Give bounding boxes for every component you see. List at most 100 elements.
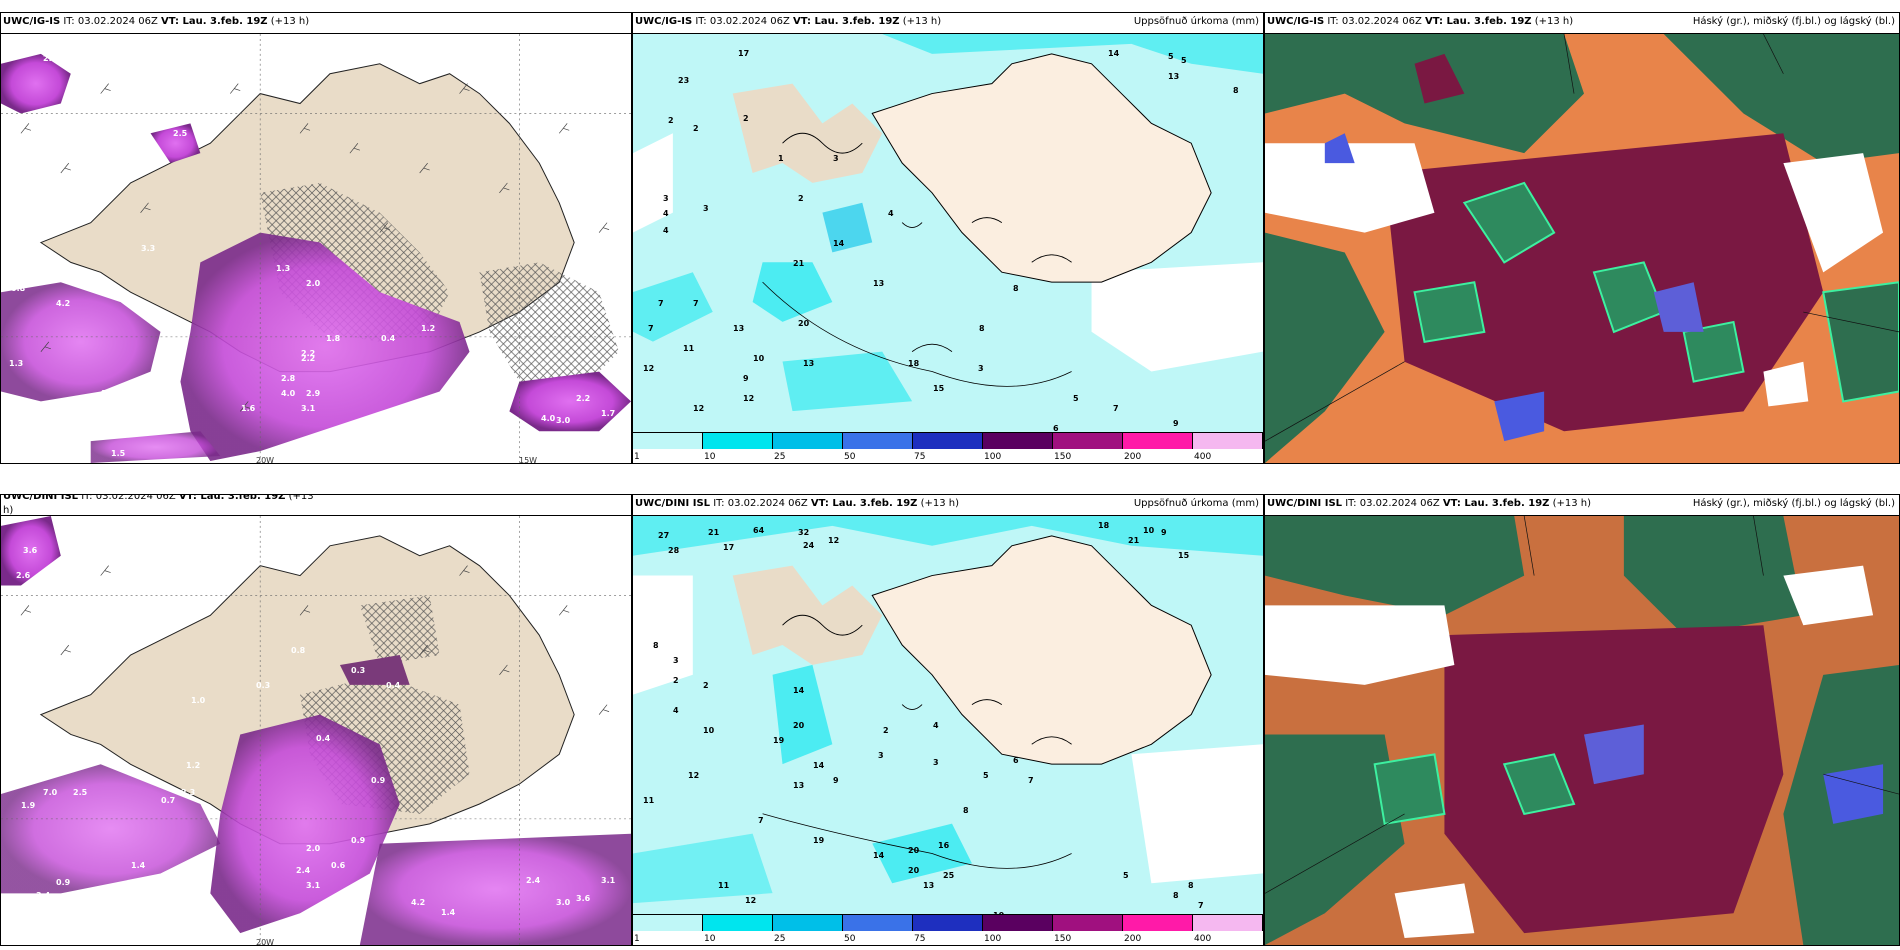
precip-value: 13 <box>793 781 805 790</box>
precip-value: 9 <box>833 776 839 785</box>
precip-value: 1 <box>778 154 784 163</box>
wind-label: 1.4 <box>101 389 116 398</box>
precip-value: 3 <box>933 758 939 767</box>
colorbar-segment: 200 <box>1123 915 1193 944</box>
lon-label: 20W <box>256 456 275 464</box>
precip-value: 20 <box>793 721 805 730</box>
wind-label: 2.6 <box>16 571 31 580</box>
precip-value: 6 <box>1013 756 1019 765</box>
wind-label: 2.2 <box>576 394 591 403</box>
wind-label: 1.4 <box>441 908 456 917</box>
precip-value: 20 <box>798 319 810 328</box>
precip-value: 4 <box>888 209 894 218</box>
panel-title: UWC/IG-IS IT: 03.02.2024 06Z VT: Lau. 3.… <box>635 16 942 27</box>
colorbar-tick: 100 <box>984 452 1002 462</box>
colorbar-tick: 200 <box>1124 452 1142 462</box>
wind-label: 1.9 <box>21 801 36 810</box>
wind-label: 1.0 <box>191 696 206 705</box>
map-area[interactable]: 3.6 2.6 1.9 7.0 2.5 1.2 2.3 0.3 1.0 0.4 … <box>1 515 631 945</box>
colorbar-segment: 200 <box>1123 433 1193 462</box>
precip-wind-map <box>1 516 631 945</box>
panel-title: UWC/IG-IS IT: 03.02.2024 06Z VT: Lau. 3.… <box>3 16 310 27</box>
wind-label: 1.2 <box>186 761 201 770</box>
precip-value: 3 <box>663 194 669 203</box>
wind-label: 2.8 <box>281 374 296 383</box>
precip-value: 8 <box>1013 284 1019 293</box>
precip-value: 14 <box>793 686 805 695</box>
panel-subtitle: Uppsöfnuð úrkoma (mm) <box>1133 498 1259 509</box>
wind-label: 2.9 <box>306 389 321 398</box>
wind-label: 1.5 <box>161 314 176 323</box>
precip-value: 27 <box>658 531 670 540</box>
panel-title: UWC/DINI ISL IT: 03.02.2024 06Z VT: Lau.… <box>3 494 314 502</box>
wind-label: 0.4 <box>386 681 401 690</box>
wind-label: 1.8 <box>386 409 401 418</box>
colorbar-tick: 200 <box>1124 934 1142 944</box>
wind-label: 3.6 <box>576 894 591 903</box>
colorbar-tick: 50 <box>844 934 856 944</box>
precip-value: 4 <box>933 721 939 730</box>
map-area[interactable]: 23 2 2 3 3 4 4 2 14 21 13 1 2 3 4 7 7 7 … <box>633 33 1263 441</box>
precip-value: 7 <box>658 299 664 308</box>
precip-value: 6 <box>1053 424 1059 433</box>
panel-subtitle: Uppsöfnuð úrkoma (mm) <box>1133 16 1259 27</box>
precip-value: 25 <box>943 871 955 880</box>
precip-value: 2 <box>883 726 889 735</box>
colorbar-tick: 50 <box>844 452 856 462</box>
precip-value: 64 <box>753 526 765 535</box>
precip-value: 5 <box>1168 52 1174 61</box>
wind-label: 0.4 <box>381 334 396 343</box>
precip-value: 9 <box>1161 528 1167 537</box>
wind-label: 3.6 <box>23 546 38 555</box>
colorbar-segment: 10 <box>703 433 773 462</box>
map-area[interactable] <box>1265 33 1899 463</box>
cloud-map <box>1265 516 1899 945</box>
precip-value: 13 <box>1168 72 1180 81</box>
wind-label: 3.1 <box>301 404 316 413</box>
precip-value: 12 <box>743 394 755 403</box>
precip-value: 7 <box>1028 776 1034 785</box>
wind-label: 0.7 <box>161 796 176 805</box>
panel-subtitle: Háský (gr.), miðský (fj.bl.) og lágský (… <box>1692 16 1895 27</box>
colorbar-segment: 100 <box>983 915 1053 944</box>
precip-value: 21 <box>793 259 805 268</box>
precip-value: 7 <box>648 324 654 333</box>
precip-value: 12 <box>643 364 655 373</box>
precip-value: 8 <box>979 324 985 333</box>
precip-value: 14 <box>833 239 845 248</box>
colorbar-tick: 150 <box>1054 934 1072 944</box>
wind-label: 2.6 <box>11 901 26 910</box>
precip-value: 8 <box>1173 891 1179 900</box>
precip-value: 14 <box>1108 49 1120 58</box>
precip-value: 2 <box>693 124 699 133</box>
precip-value: 8 <box>1233 86 1239 95</box>
panel-ig-precip: UWC/IG-IS IT: 03.02.2024 06Z VT: Lau. 3.… <box>632 12 1264 464</box>
precip-value: 2 <box>703 681 709 690</box>
wind-label: 2.4 <box>296 866 311 875</box>
wind-label: 4.0 <box>541 414 556 423</box>
colorbar-segment: 50 <box>843 915 913 944</box>
precip-value: 4 <box>663 226 669 235</box>
precip-value: 10 <box>753 354 765 363</box>
precip-value: 19 <box>773 736 785 745</box>
precip-value: 5 <box>1181 56 1187 65</box>
wind-label: 3.0 <box>556 416 571 425</box>
precip-value: 12 <box>828 536 840 545</box>
precip-value: 20 <box>908 846 920 855</box>
wind-label: 2.2 <box>301 349 316 358</box>
wind-label: 1.2 <box>421 324 436 333</box>
precip-value: 24 <box>803 541 815 550</box>
map-area[interactable] <box>1265 515 1899 945</box>
wind-label: 3.0 <box>556 898 571 907</box>
map-area[interactable]: 27 21 64 32 28 17 24 12 18 10 9 21 15 8 … <box>633 515 1263 920</box>
colorbar-segment: 400 <box>1193 433 1263 462</box>
colorbar-segment: 75 <box>913 433 983 462</box>
wind-label: 1.3 <box>9 359 24 368</box>
precip-value: 11 <box>643 796 655 805</box>
panel-title-wrap: h) <box>3 505 14 516</box>
precip-value: 19 <box>813 836 825 845</box>
wind-label: 1.0 <box>446 389 461 398</box>
colorbar-tick: 25 <box>774 452 786 462</box>
precip-value: 16 <box>938 841 950 850</box>
map-area[interactable]: 3.3 2.3 2.5 4.2 2.8 1.6 1.5 2.0 1.3 0.8 … <box>1 33 631 463</box>
